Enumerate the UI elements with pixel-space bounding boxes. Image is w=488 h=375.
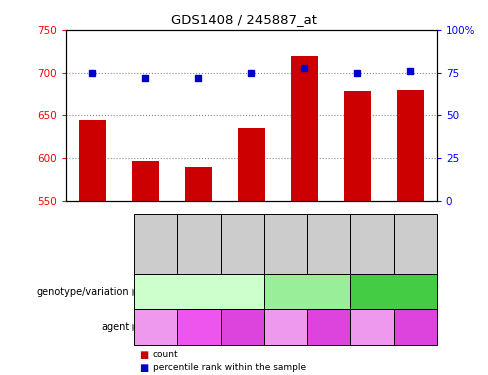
Text: IAA: IAA	[408, 322, 422, 332]
Text: percentile rank within the sample: percentile rank within the sample	[153, 363, 306, 372]
Text: ▶: ▶	[132, 322, 139, 332]
Text: ▶: ▶	[132, 286, 139, 297]
Text: count: count	[153, 350, 179, 359]
Text: GDS1408 / 245887_at: GDS1408 / 245887_at	[171, 13, 317, 26]
Bar	[185, 166, 212, 201]
Text: untreated: untreated	[137, 322, 175, 332]
Text: GSM62690: GSM62690	[281, 223, 290, 264]
Text: GSM62693: GSM62693	[410, 223, 420, 264]
Bar	[397, 90, 424, 201]
Bar	[238, 128, 264, 201]
Text: GSM62687: GSM62687	[151, 223, 161, 264]
Text: genotype/variation: genotype/variation	[37, 286, 129, 297]
Bar	[132, 160, 159, 201]
Text: ■: ■	[139, 350, 148, 360]
Text: GSM62692: GSM62692	[367, 223, 376, 264]
Text: IAA: IAA	[322, 322, 335, 332]
Text: untreated: untreated	[353, 322, 391, 332]
Text: untreated: untreated	[266, 322, 305, 332]
Text: GSM62691: GSM62691	[324, 223, 333, 264]
Text: ■: ■	[139, 363, 148, 373]
Text: GSM62689: GSM62689	[195, 223, 203, 264]
Bar	[79, 120, 105, 201]
Text: wild type: wild type	[178, 287, 220, 296]
Text: mock: mock	[189, 322, 209, 332]
Text: IAA: IAA	[236, 322, 249, 332]
Bar	[344, 92, 370, 201]
Text: arf6 arf8: arf6 arf8	[374, 287, 413, 296]
Text: agent: agent	[101, 322, 129, 332]
Text: arf6/arf6 ARF8/arf8: arf6/arf6 ARF8/arf8	[264, 287, 350, 296]
Bar	[291, 56, 318, 201]
Text: GSM62688: GSM62688	[238, 223, 247, 264]
